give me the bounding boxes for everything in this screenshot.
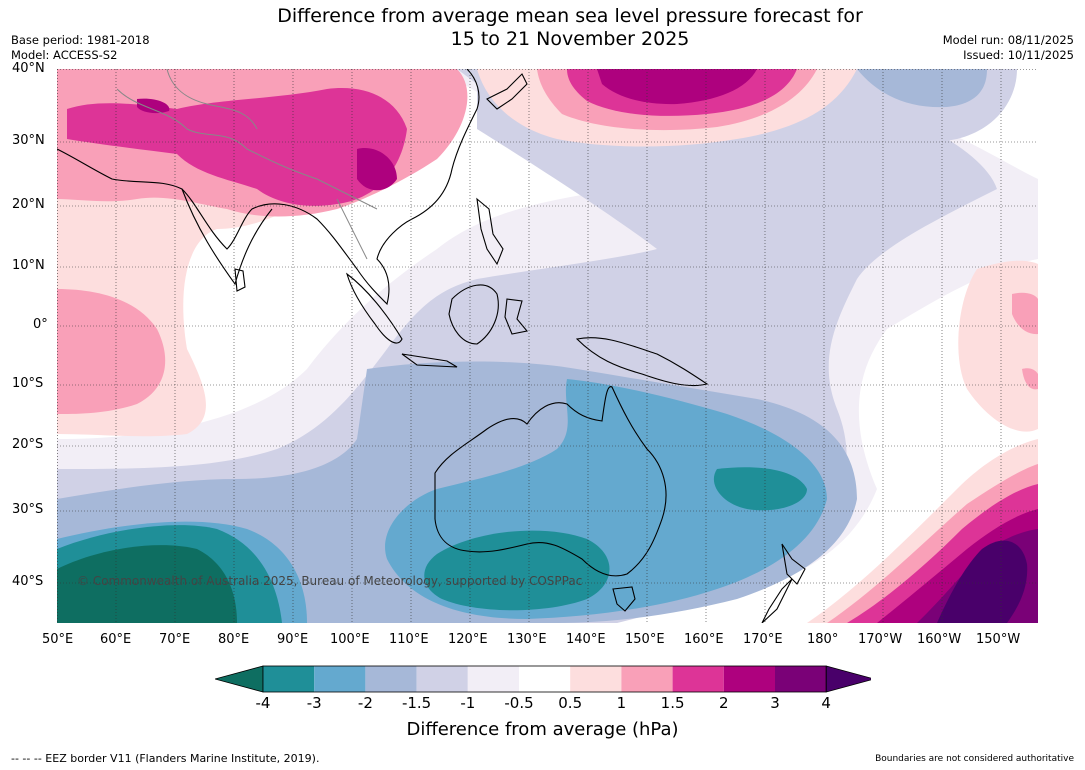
lat-label-40s: 40°S (12, 574, 44, 589)
anomaly-band-minus-4 (57, 545, 237, 623)
colorbar-segment (825, 665, 871, 693)
lat-label-30s: 30°S (12, 502, 44, 517)
anomaly-band-minus-3-bight (424, 530, 610, 611)
map-title-line1: Difference from average mean sea level p… (277, 5, 863, 27)
anomaly-band-minus-3-tasman (713, 467, 807, 511)
lon-label-150e: 150°E (625, 632, 665, 647)
anomaly-band-plus-2-north-pacific (597, 69, 757, 105)
colorbar-segment (365, 666, 417, 692)
colorbar-segment (621, 666, 673, 692)
anomaly-band-plus-1.5-asia (67, 88, 407, 206)
colorbar-segment (215, 665, 264, 693)
lon-label-120e: 120°E (448, 632, 488, 647)
issued-date: Issued: 10/11/2025 (963, 48, 1074, 62)
border-line (116, 88, 378, 210)
lon-label-90e: 90°E (277, 632, 309, 647)
colorbar-tick-label: 0.5 (558, 694, 583, 712)
anomaly-band-plus-1-west (57, 289, 166, 414)
lat-label-30n: 30°N (12, 133, 45, 148)
colorbar-segment (263, 666, 315, 692)
lat-label-0: 0° (33, 317, 48, 332)
colorbar-outline (262, 665, 827, 693)
tasmania-coastline (612, 586, 636, 612)
lon-label-140e: 140°E (566, 632, 606, 647)
sri-lanka-coastline (234, 268, 246, 292)
lon-label-70e: 70°E (159, 632, 191, 647)
anomaly-band-plus-1-central-pacific (1012, 292, 1038, 390)
lon-label-150w: 150°W (976, 632, 1021, 647)
map-title-line2: 15 to 21 November 2025 (450, 28, 690, 50)
colorbar-segment (519, 666, 571, 692)
copyright-notice: © Commonwealth of Australia 2025, Bureau… (77, 574, 583, 588)
lon-label-180: 180° (807, 632, 839, 647)
japan-coastline (486, 73, 528, 110)
anomaly-band-minus-1.5-north (857, 69, 987, 108)
colorbar-segment (314, 666, 366, 692)
lon-label-60e: 60°E (100, 632, 132, 647)
colorbar-tick-label: 2 (719, 694, 729, 712)
colorbar-tick-label: 4 (821, 694, 831, 712)
model-run-date: Model run: 08/11/2025 (942, 33, 1074, 47)
new-zealand-north (781, 543, 806, 585)
colorbar-segment (672, 666, 724, 692)
lat-label-10n: 10°N (12, 258, 45, 273)
colorbar-segment (723, 666, 775, 692)
colorbar-tick-label: 1 (616, 694, 627, 712)
colorbar-tick-label: -4 (255, 694, 271, 712)
new-zealand-south (761, 578, 793, 623)
new-guinea-coastline (575, 337, 709, 387)
eez-border-note: -- -- -- EEZ border V11 (Flanders Marine… (11, 752, 320, 765)
colorbar-tick-label: -2 (357, 694, 373, 712)
lon-label-160w: 160°W (917, 632, 962, 647)
colorbar-segment (467, 666, 519, 692)
colorbar-tick-label: 1.5 (660, 694, 685, 712)
sumatra-coastline (346, 272, 403, 344)
sulawesi-coastline (504, 298, 529, 335)
lat-label-20s: 20°S (12, 437, 44, 452)
anomaly-band-plus-2-asia (137, 98, 397, 191)
india-coastline (181, 188, 273, 286)
model-name: Model: ACCESS-S2 (11, 48, 118, 62)
colorbar-tick-label: -3 (306, 694, 322, 712)
colorbar-tick-label: -0.5 (504, 694, 534, 712)
pressure-anomaly-map (57, 69, 1038, 623)
anomaly-band-plus-4-south-pacific (937, 540, 1028, 623)
colorbar-label: Difference from average (hPa) (406, 719, 679, 740)
graticule (57, 69, 1038, 623)
lon-label-130e: 130°E (507, 632, 547, 647)
lat-label-20n: 20°N (12, 197, 45, 212)
coastlines (57, 69, 806, 623)
lat-label-10s: 10°S (12, 376, 44, 391)
lon-label-170e: 170°E (743, 632, 783, 647)
colorbar-segment (570, 666, 622, 692)
java-coastline (401, 353, 458, 368)
colorbar (215, 665, 871, 693)
colorbar-segment (775, 666, 827, 692)
border-line (166, 69, 258, 130)
lon-label-80e: 80°E (218, 632, 250, 647)
colorbar-tick-label: 3 (770, 694, 780, 712)
colorbar-tick-label: -1 (460, 694, 476, 712)
base-period: Base period: 1981-2018 (11, 33, 150, 47)
australia-coastline (434, 386, 667, 577)
boundary-disclaimer: Boundaries are not considered authoritat… (875, 754, 1074, 764)
philippines-coastline (476, 197, 504, 266)
colorbar-tick-label: -1.5 (401, 694, 432, 712)
colorbar-segment (416, 666, 468, 692)
lon-label-160e: 160°E (684, 632, 724, 647)
lon-label-110e: 110°E (389, 632, 429, 647)
lon-label-170w: 170°W (858, 632, 903, 647)
lat-label-40n: 40°N (12, 61, 45, 76)
lon-label-100e: 100°E (330, 632, 370, 647)
lon-label-50e: 50°E (42, 632, 74, 647)
